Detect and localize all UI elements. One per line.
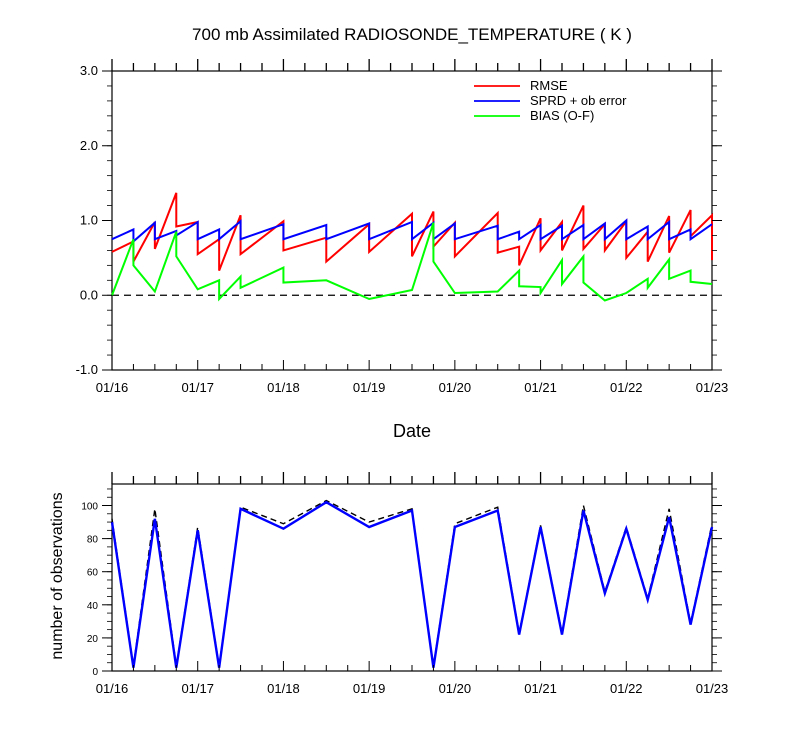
x-tick-label: 01/17 xyxy=(181,681,214,696)
x-tick-label: 01/22 xyxy=(610,681,643,696)
y-tick-label: -1.0 xyxy=(76,362,98,377)
x-tick-label: 01/21 xyxy=(524,380,557,395)
x-axis-label: Date xyxy=(393,421,431,441)
series-group xyxy=(111,192,713,302)
y-tick-label: 0 xyxy=(92,667,98,678)
legend-label-sprd-ob-error: SPRD + ob error xyxy=(530,93,627,108)
series-group xyxy=(110,499,714,668)
y-tick-label: 40 xyxy=(87,601,99,612)
y-tick-label: 100 xyxy=(81,502,98,513)
temperature-stats-chart: 700 mb Assimilated RADIOSONDE_TEMPERATUR… xyxy=(76,25,729,441)
x-tick-label: 01/23 xyxy=(696,380,729,395)
chart-title: 700 mb Assimilated RADIOSONDE_TEMPERATUR… xyxy=(192,25,632,44)
legend-label-rmse: RMSE xyxy=(530,78,568,93)
x-tick-label: 01/18 xyxy=(267,681,300,696)
series-line-line-1 xyxy=(110,500,714,668)
x-tick-label: 01/16 xyxy=(96,380,129,395)
y-tick-label: 1.0 xyxy=(80,213,98,228)
y-tick-label: 60 xyxy=(87,568,99,579)
x-tick-label: 01/19 xyxy=(353,681,386,696)
observation-count-chart: 01/16 01/17 01/18 01/19 01/20 01/21 01/22 01/23… xyxy=(49,472,728,696)
x-tick-label: 01/19 xyxy=(353,380,386,395)
x-tick-label: 01/22 xyxy=(610,380,643,395)
x-tick-label: 01/20 xyxy=(439,380,472,395)
series-line-sprd-ob-error xyxy=(111,218,713,244)
series-line-dashed-0 xyxy=(111,499,713,667)
legend-label-bias-o-f: BIAS (O-F) xyxy=(530,108,594,123)
y-tick-label: 0.0 xyxy=(80,287,98,302)
x-tick-label: 01/23 xyxy=(696,681,729,696)
y-tick-label: 20 xyxy=(87,634,99,645)
x-tick-label: 01/20 xyxy=(439,681,472,696)
x-tick-label: 01/21 xyxy=(524,681,557,696)
axis-ticks: 01/16 01/17 01/18 01/19 01/20 01/21 01/22 01/23… xyxy=(76,59,729,395)
x-tick-label: 01/18 xyxy=(267,380,300,395)
series-line-bias-o-f xyxy=(111,222,713,302)
y-tick-label: 80 xyxy=(87,535,99,546)
axis-ticks: 01/16 01/17 01/18 01/19 01/20 01/21 01/22 01/23… xyxy=(81,472,728,696)
x-tick-label: 01/17 xyxy=(181,380,214,395)
y-tick-label: 2.0 xyxy=(80,138,98,153)
x-tick-label: 01/16 xyxy=(96,681,129,696)
y-axis-label: number of observations xyxy=(49,492,66,659)
y-tick-label: 3.0 xyxy=(80,63,98,78)
